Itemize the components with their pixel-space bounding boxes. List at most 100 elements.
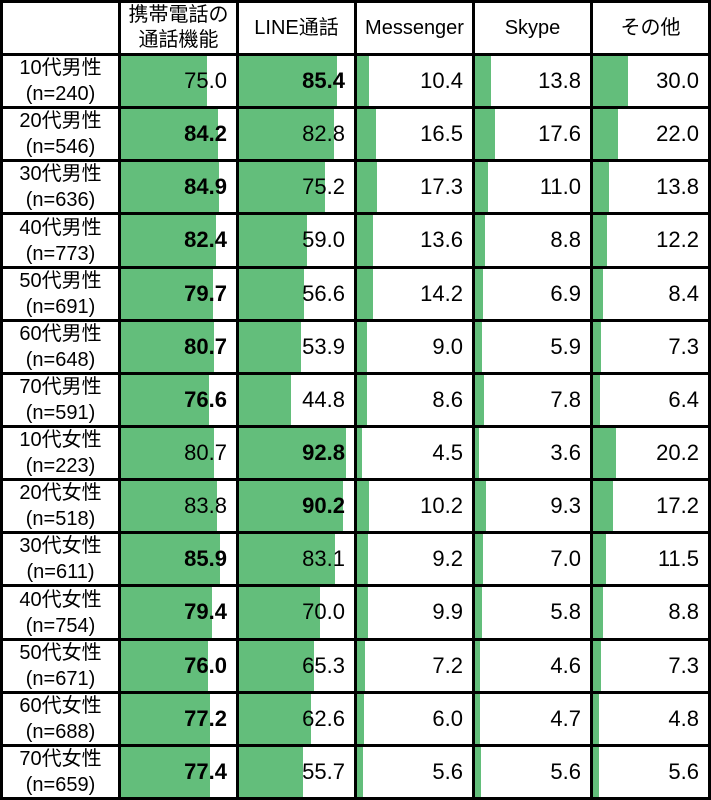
data-value: 8.8 (668, 599, 699, 625)
data-value: 79.4 (184, 599, 227, 625)
data-value: 4.6 (550, 652, 581, 678)
data-bar (475, 640, 481, 691)
data-value: 76.6 (184, 386, 227, 412)
data-bar (475, 56, 491, 107)
data-value: 75.2 (302, 174, 345, 200)
data-cell: 14.2 (357, 268, 475, 322)
data-value: 59.0 (302, 227, 345, 253)
row-label-group: 70代男性 (19, 375, 102, 398)
row-label-n: (n=754) (25, 614, 96, 637)
data-bar (475, 693, 481, 744)
data-value: 84.2 (184, 121, 227, 147)
data-cell: 55.7 (239, 746, 357, 800)
row-label: 40代男性 (n=773) (3, 215, 121, 269)
data-value: 22.0 (656, 121, 699, 147)
data-bar (121, 268, 213, 319)
row-label-group: 20代女性 (19, 482, 102, 505)
data-value: 83.1 (302, 546, 345, 572)
data-cell: 8.8 (593, 587, 711, 641)
data-value: 17.6 (538, 121, 581, 147)
data-bar (121, 746, 210, 797)
data-cell: 4.5 (357, 427, 475, 482)
data-bar (121, 215, 216, 266)
data-value: 56.6 (302, 280, 345, 306)
row-label-n: (n=671) (25, 667, 96, 690)
data-value: 7.0 (550, 546, 581, 572)
data-bar (475, 427, 480, 479)
data-cell: 76.6 (121, 374, 239, 428)
data-value: 16.5 (420, 121, 463, 147)
row-label-group: 30代女性 (19, 535, 102, 558)
data-bar (239, 109, 335, 160)
data-cell: 7.3 (593, 640, 711, 694)
data-bar (239, 534, 335, 585)
data-cell: 10.2 (357, 481, 475, 535)
data-cell: 82.4 (121, 215, 239, 269)
data-cell: 6.0 (357, 693, 475, 747)
data-bar (357, 374, 367, 425)
data-bar (475, 534, 484, 585)
row-label-group: 40代女性 (19, 588, 102, 611)
data-bar (239, 746, 304, 797)
data-bar (593, 374, 601, 425)
data-value: 76.0 (184, 652, 227, 678)
data-cell: 79.4 (121, 587, 239, 641)
data-cell: 3.6 (475, 427, 593, 482)
data-bar (593, 109, 619, 160)
data-cell: 77.4 (121, 746, 239, 800)
data-cell: 9.2 (357, 534, 475, 588)
data-value: 82.8 (302, 121, 345, 147)
data-value: 20.2 (656, 440, 699, 466)
data-bar (357, 268, 374, 319)
data-value: 65.3 (302, 652, 345, 678)
row-label-n: (n=659) (25, 773, 96, 796)
data-value: 80.7 (184, 440, 227, 466)
data-bar (357, 481, 369, 532)
row-label-group: 60代男性 (19, 322, 102, 345)
row-label-group: 30代男性 (19, 163, 102, 186)
data-cell: 17.6 (475, 109, 593, 163)
data-value: 77.2 (184, 705, 227, 731)
corner-header-cell (3, 3, 121, 56)
data-bar (239, 374, 291, 425)
data-value: 85.4 (302, 68, 345, 94)
data-value: 4.7 (550, 705, 581, 731)
row-label-group: 50代女性 (19, 641, 102, 664)
data-bar (475, 268, 483, 319)
data-cell: 4.6 (475, 640, 593, 694)
data-bar (475, 374, 484, 425)
data-value: 12.2 (656, 227, 699, 253)
data-value: 6.9 (550, 280, 581, 306)
data-cell: 75.2 (239, 162, 357, 216)
data-cell: 80.7 (121, 321, 239, 375)
data-bar (239, 481, 343, 532)
data-value: 5.6 (550, 758, 581, 784)
data-bar (357, 640, 366, 691)
data-bar (121, 693, 210, 744)
data-cell: 4.7 (475, 693, 593, 747)
data-bar (593, 215, 608, 266)
data-value: 10.4 (420, 68, 463, 94)
data-value: 30.0 (656, 68, 699, 94)
data-bar (593, 427, 617, 479)
data-bar (475, 162, 488, 213)
data-bar (475, 321, 482, 372)
data-cell: 44.8 (239, 374, 357, 428)
data-cell: 12.2 (593, 215, 711, 269)
data-value: 13.6 (420, 227, 463, 253)
data-bar (121, 427, 214, 479)
data-cell: 9.3 (475, 481, 593, 535)
data-cell: 5.6 (475, 746, 593, 800)
data-bar (593, 534, 607, 585)
data-bar (239, 215, 307, 266)
row-label-group: 70代女性 (19, 747, 102, 770)
row-label-n: (n=240) (25, 83, 96, 106)
row-label-group: 50代男性 (19, 269, 102, 292)
data-cell: 22.0 (593, 109, 711, 163)
data-value: 82.4 (184, 227, 227, 253)
row-label-n: (n=773) (25, 242, 96, 265)
data-value: 85.9 (184, 546, 227, 572)
data-value: 7.2 (432, 652, 463, 678)
data-value: 79.7 (184, 280, 227, 306)
row-label-n: (n=611) (26, 561, 95, 584)
